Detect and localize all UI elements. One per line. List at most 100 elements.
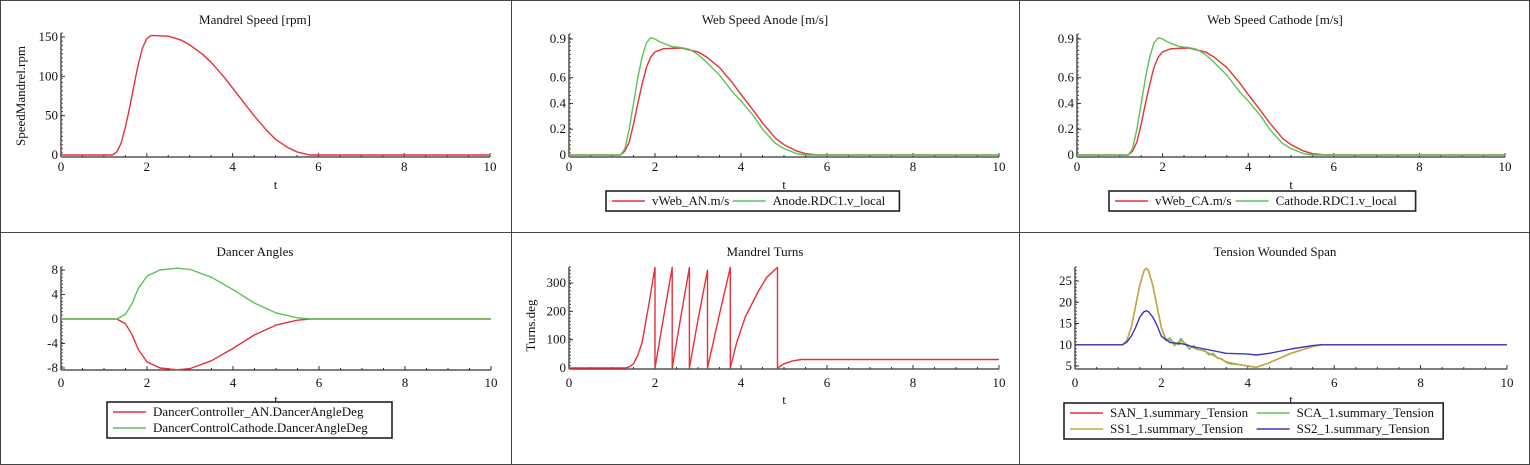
x-tick-label: 8 [401,159,408,174]
x-tick-label: 4 [1245,375,1252,390]
divider [0,232,1530,233]
x-tick-label: 6 [1331,159,1338,174]
series-line-0 [61,34,490,156]
legend [1063,402,1445,440]
y-tick-label: 0.4 [1058,95,1075,110]
chart-title: Mandrel Turns [727,244,804,259]
x-tick-label: 10 [1501,375,1514,390]
chart-svg: Mandrel Speed [rpm]0 2 4 6 8 10050100150tSpee… [13,12,497,192]
x-tick-label: 2 [144,375,151,390]
y-tick-label: 0 [52,147,59,162]
chart-panel-web-speed-anode: Web Speed Anode [m/s] 0 2 4 6 8 10 0 0.2 0.4 0.6 0.… [510,0,1020,232]
series-line-2 [1075,267,1507,368]
y-tick-label: 25 [1059,273,1072,288]
x-tick-label: 10 [993,159,1006,174]
chart-title: Mandrel Speed [rpm] [199,12,311,27]
y-tick-label: 0 [1068,147,1075,162]
y-tick-label: 100 [547,332,567,347]
y-tick-label: 0.4 [550,95,567,110]
x-tick-label: 0 [1074,159,1081,174]
x-tick-label: 10 [484,159,497,174]
x-tick-label: 10 [1499,159,1512,174]
x-tick-label: 2 [652,375,659,390]
chart-svg: Web Speed Anode [m/s] 0 2 4 6 8 10 0 0.2 0.4 0.6 0.… [550,12,1006,212]
y-tick-label: 0.6 [1058,70,1075,85]
x-tick-label: 8 [910,159,917,174]
series-line-1 [61,267,491,320]
legend-label: vWeb_AN.m/s [652,193,729,208]
y-tick-label: 200 [547,303,567,318]
x-tick-label: 4 [1245,159,1252,174]
x-tick-label: 4 [738,375,745,390]
y-tick-label: -8 [47,360,58,375]
y-tick-label: 100 [39,68,59,83]
chart-title: Tension Wounded Span [1214,244,1337,259]
x-tick-label: 2 [1159,159,1166,174]
y-tick-label: 5 [1066,358,1073,373]
y-tick-label: 10 [1059,337,1072,352]
x-tick-label: 6 [1331,375,1338,390]
x-tick-label: 8 [1417,375,1424,390]
y-tick-label: 0 [560,360,567,375]
legend-label: Cathode.RDC1.v_local [1276,193,1398,208]
x-tick-label: 10 [485,375,498,390]
x-axis-label: t [274,392,278,407]
chart-svg: Tension Wounded Span 0 2 4 6 8 10 5 10 15 20 25 t SAN… [1059,244,1514,440]
legend-label: DancerControlCathode.DancerAngleDeg [153,420,368,435]
y-tick-label: 20 [1059,294,1072,309]
x-tick-label: 6 [315,159,322,174]
chart-svg: Web Speed Cathode [m/s] 0 2 4 6 8 10 0 0.2 0.4 0.6… [1058,12,1512,212]
y-tick-label: 50 [45,108,58,123]
x-tick-label: 2 [144,159,151,174]
x-tick-label: 4 [230,375,237,390]
y-tick-label: 0.9 [1058,31,1074,46]
x-axis-label: t [782,177,786,192]
series-line-0 [569,266,999,369]
chart-panel-mandrel-turns: Mandrel Turns 0 2 4 6 8 10 0 100 200 300 t Turns.deg [510,232,1020,464]
x-tick-label: 6 [316,375,323,390]
y-tick-label: 4 [52,287,59,302]
series-line-3 [1075,310,1507,356]
y-tick-label: 0 [52,311,59,326]
x-axis-label: t [1289,392,1293,407]
series-line-1 [1077,37,1505,156]
x-tick-label: 0 [58,159,65,174]
x-tick-label: 8 [1416,159,1423,174]
chart-title: Dancer Angles [217,244,294,259]
x-tick-label: 6 [824,159,831,174]
y-tick-label: 300 [547,275,567,290]
y-tick-label: 0.2 [1058,121,1074,136]
chart-panel-tension: Tension Wounded Span 0 2 4 6 8 10 5 10 15 20 25 t SAN… [1020,232,1530,464]
x-tick-label: 0 [1072,375,1079,390]
y-axis-label: SpeedMandrel.rpm [13,46,28,146]
chart-title: Web Speed Cathode [m/s] [1207,12,1343,27]
legend-label: SCA_1.summary_Tension [1297,405,1435,420]
y-tick-label: 8 [52,262,59,277]
legend [106,401,393,439]
y-tick-label: 0.6 [550,70,567,85]
x-axis-label: t [782,392,786,407]
x-tick-label: 2 [652,159,659,174]
series-line-0 [1077,47,1505,156]
series-line-0 [569,47,999,156]
series-line-0 [61,318,491,371]
y-axis-label: Turns.deg [523,299,538,351]
chart-panel-mandrel-speed: Mandrel Speed [rpm] 0 2 4 6 8 10 0 50 100 150 t Spee… [0,0,510,232]
legend-label: vWeb_CA.m/s [1155,193,1232,208]
x-axis-label: t [274,177,278,192]
x-tick-label: 8 [402,375,409,390]
x-tick-label: 10 [993,375,1006,390]
legend-label: SS2_1.summary_Tension [1297,421,1431,436]
x-tick-label: 4 [738,159,745,174]
y-tick-label: 0 [560,147,567,162]
y-tick-label: 15 [1059,316,1072,331]
x-tick-label: 6 [824,375,831,390]
x-tick-label: 0 [566,159,573,174]
y-tick-label: 0.9 [550,31,566,46]
x-tick-label: 2 [1158,375,1165,390]
y-tick-label: 150 [39,29,59,44]
legend-label: SAN_1.summary_Tension [1110,405,1249,420]
chart-title: Web Speed Anode [m/s] [702,12,828,27]
